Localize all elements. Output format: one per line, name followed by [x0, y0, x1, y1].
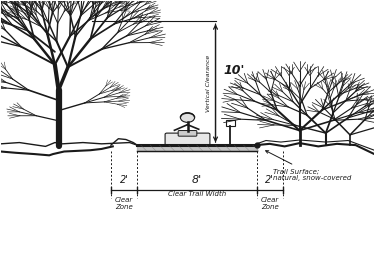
Text: 8': 8' [192, 175, 202, 185]
Text: Clear
Zone: Clear Zone [115, 197, 133, 210]
Text: Trail Surface;
natural, snow-covered: Trail Surface; natural, snow-covered [266, 151, 352, 181]
Circle shape [180, 113, 195, 122]
Bar [226, 120, 235, 126]
Text: Clear Trail Width: Clear Trail Width [168, 191, 226, 197]
Text: Clear
Zone: Clear Zone [261, 197, 279, 210]
Text: 2': 2' [265, 175, 274, 185]
Text: Vertical Clearance: Vertical Clearance [206, 54, 211, 112]
FancyBboxPatch shape [178, 131, 197, 136]
FancyBboxPatch shape [165, 133, 210, 145]
Text: 10': 10' [224, 64, 245, 77]
Text: 2': 2' [120, 175, 128, 185]
